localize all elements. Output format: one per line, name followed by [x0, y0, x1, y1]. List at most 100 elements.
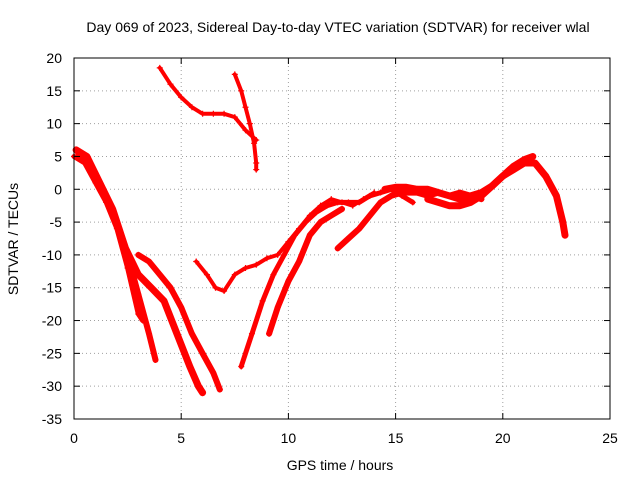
data-point [242, 265, 249, 272]
x-tick-label: 0 [70, 430, 78, 446]
x-tick-label: 25 [602, 430, 618, 446]
data-point [135, 251, 142, 258]
data-series-layer [71, 64, 569, 397]
y-tick-label: -30 [42, 378, 62, 394]
data-point [366, 192, 373, 199]
data-point [83, 153, 90, 160]
data-point [345, 199, 352, 206]
data-point [210, 370, 217, 377]
data-point [135, 291, 142, 298]
data-point [306, 232, 313, 239]
data-point [553, 192, 560, 199]
data-point [377, 189, 384, 196]
data-point [392, 184, 399, 191]
data-point [339, 205, 345, 212]
data-point [238, 87, 245, 94]
data-point [403, 184, 410, 191]
data-point [345, 235, 352, 242]
x-tick-label: 5 [177, 430, 185, 446]
data-point [231, 71, 238, 78]
data-point [96, 179, 103, 186]
data-point [156, 271, 163, 278]
data-point [266, 330, 273, 337]
data-point [173, 330, 180, 337]
data-point [161, 297, 168, 304]
data-point [542, 173, 549, 180]
y-tick-label: 20 [46, 50, 62, 66]
x-axis-label: GPS time / hours [287, 457, 394, 473]
data-point [435, 199, 442, 206]
data-point [456, 202, 463, 209]
data-point [231, 114, 238, 121]
data-point [263, 255, 270, 262]
data-point [285, 278, 292, 285]
data-point [186, 363, 193, 370]
grid-lines [74, 58, 610, 419]
x-tick-label: 15 [388, 430, 404, 446]
data-point [435, 189, 442, 196]
chart-title: Day 069 of 2023, Sidereal Day-to-day VTE… [86, 19, 589, 35]
data-point [296, 258, 303, 265]
data-point [561, 232, 568, 239]
data-point [274, 304, 281, 311]
data-point [274, 251, 281, 258]
data-point [242, 127, 249, 134]
data-point [529, 153, 536, 160]
data-point [510, 166, 517, 173]
y-tick-label: -10 [42, 247, 62, 263]
data-point [259, 297, 266, 304]
y-tick-label: -25 [42, 345, 62, 361]
data-point [193, 258, 200, 265]
y-tick-label: 0 [54, 181, 62, 197]
data-point [167, 81, 174, 88]
data-point [248, 330, 255, 337]
data-point [446, 202, 453, 209]
data-point [478, 192, 485, 199]
data-point [356, 199, 363, 206]
data-point [467, 192, 474, 199]
data-point [521, 160, 528, 167]
series-line [72, 146, 207, 397]
x-tick-label: 20 [495, 430, 511, 446]
data-point [499, 173, 506, 180]
data-point [251, 140, 258, 147]
data-point [377, 199, 384, 206]
data-point [210, 110, 217, 117]
y-tick-label: 5 [54, 148, 62, 164]
data-point [167, 284, 174, 291]
data-point [381, 186, 388, 193]
data-point [195, 383, 202, 390]
data-point [221, 110, 228, 117]
data-point [242, 104, 249, 111]
data-point [328, 212, 335, 219]
series-arc-i [266, 205, 345, 337]
data-point [281, 251, 288, 258]
data-point [388, 192, 395, 199]
data-point [109, 205, 116, 212]
data-point [409, 199, 416, 206]
data-point [531, 160, 538, 167]
axis-ticks: 0 5 10 15 20 25 20 15 10 5 0 -5 -10 -15 -20 -25 -30 -35 [42, 50, 618, 446]
data-point [188, 104, 195, 111]
data-point [188, 330, 195, 337]
data-point [317, 219, 324, 226]
data-point [246, 120, 253, 127]
data-point [323, 202, 330, 209]
data-point [238, 363, 245, 370]
data-point [291, 232, 298, 239]
data-point [302, 219, 309, 226]
data-point [203, 271, 210, 278]
data-point [178, 304, 185, 311]
data-point [366, 212, 373, 219]
data-point [253, 160, 260, 167]
series-arc-f [231, 71, 260, 173]
data-point [334, 199, 341, 206]
data-point [559, 219, 566, 226]
data-point [253, 261, 260, 268]
plot-frame [73, 57, 611, 420]
data-point [456, 196, 463, 203]
data-point [270, 271, 277, 278]
data-point [212, 284, 219, 291]
